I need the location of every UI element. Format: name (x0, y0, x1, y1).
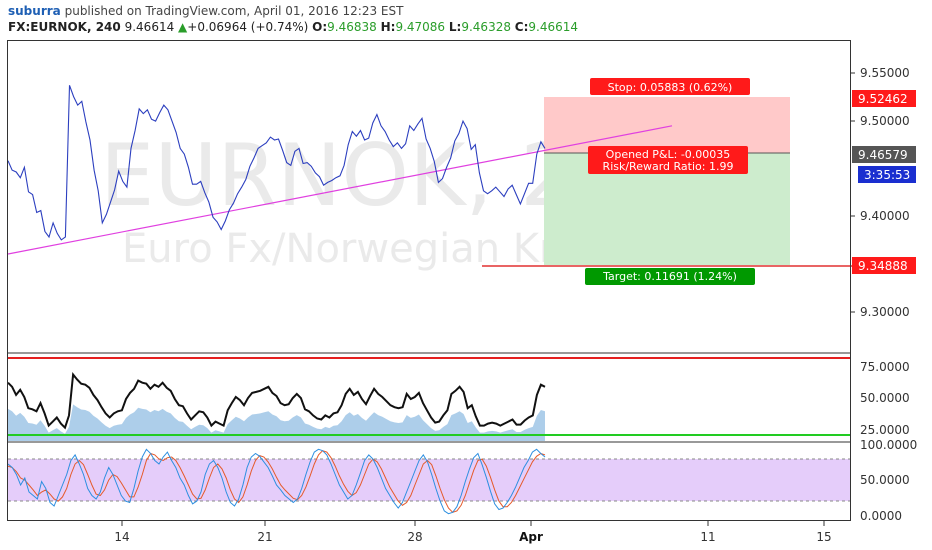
stop-price-marker (852, 90, 916, 107)
low-label: L: (448, 20, 462, 34)
chart-header: suburra published on TradingView.com, Ap… (0, 0, 932, 40)
chart-canvas[interactable]: EURNOK, 240 Euro Fx/Norwegian Krone Stop… (0, 40, 932, 550)
stop-zone[interactable] (544, 97, 790, 153)
symbol-label[interactable]: FX:EURNOK, 240 (8, 20, 121, 34)
close-label: C: (514, 20, 529, 34)
trend-line[interactable] (7, 125, 673, 255)
plot-frame (7, 40, 851, 521)
rr-label: Risk/Reward Ratio: 1.99 (603, 160, 734, 173)
time-tick: Apr (519, 530, 543, 544)
target-price-marker (852, 257, 916, 274)
stop-label: Stop: 0.05883 (0.62%) (608, 81, 733, 94)
time-tick: 28 (407, 530, 422, 544)
price-change: +0.06964 (+0.74%) (187, 20, 309, 34)
low-value: 9.46328 (461, 20, 511, 34)
bar-countdown: 3:35:53 (864, 168, 910, 182)
current-price: 9.46579 (858, 148, 908, 162)
close-value: 9.46614 (528, 20, 579, 34)
stoch-tick: 0.0000 (860, 509, 902, 523)
stop-label-box (590, 78, 750, 95)
price-tick: 9.40000 (860, 209, 910, 223)
stoch-axis[interactable]: 100.0000 50.0000 0.0000 (860, 438, 917, 523)
time-axis[interactable]: 14 21 28 Apr 11 15 (114, 521, 832, 544)
rsi-tick: 75.0000 (860, 360, 910, 374)
time-tick: 11 (700, 530, 715, 544)
stoch-d-line (7, 450, 546, 513)
rsi-area (8, 404, 545, 441)
stoch-tick: 50.0000 (860, 473, 910, 487)
high-label: H: (380, 20, 396, 34)
rsi-axis[interactable]: 75.0000 50.0000 25.0000 (860, 360, 910, 437)
target-label: Target: 0.11691 (1.24%) (602, 270, 737, 283)
publish-line: suburra published on TradingView.com, Ap… (8, 4, 403, 18)
pnl-label-box (588, 146, 748, 174)
stop-price: 9.52462 (858, 92, 908, 106)
target-label-box (585, 268, 755, 285)
last-price: 9.46614 (124, 20, 175, 34)
high-value: 9.47086 (395, 20, 446, 34)
rsi-tick: 50.0000 (860, 391, 910, 405)
current-price-marker (852, 146, 916, 163)
target-price: 9.34888 (858, 259, 908, 273)
countdown-marker (858, 166, 916, 183)
ohlc-line: FX:EURNOK, 240 9.46614 ▲+0.06964 (+0.74%… (8, 20, 578, 34)
price-tick: 9.55000 (860, 66, 910, 80)
price-tick: 9.50000 (860, 114, 910, 128)
rsi-line (7, 371, 546, 430)
triangle-up-icon: ▲ (178, 20, 188, 34)
time-tick: 21 (257, 530, 272, 544)
publish-info: published on TradingView.com, April 01, … (64, 4, 404, 18)
pnl-label: Opened P&L: -0.00035 (606, 148, 731, 161)
stoch-tick: 100.0000 (860, 438, 917, 452)
stoch-k-line (7, 448, 546, 515)
price-line (7, 85, 546, 241)
open-value: 9.46838 (327, 20, 377, 34)
open-label: O: (312, 20, 328, 34)
time-tick: 15 (816, 530, 831, 544)
price-tick: 9.30000 (860, 305, 910, 319)
author-name[interactable]: suburra (8, 4, 61, 18)
price-axis[interactable]: 9.55000 9.50000 9.40000 9.30000 (850, 66, 910, 319)
time-tick: 14 (114, 530, 129, 544)
rsi-tick: 25.0000 (860, 423, 910, 437)
